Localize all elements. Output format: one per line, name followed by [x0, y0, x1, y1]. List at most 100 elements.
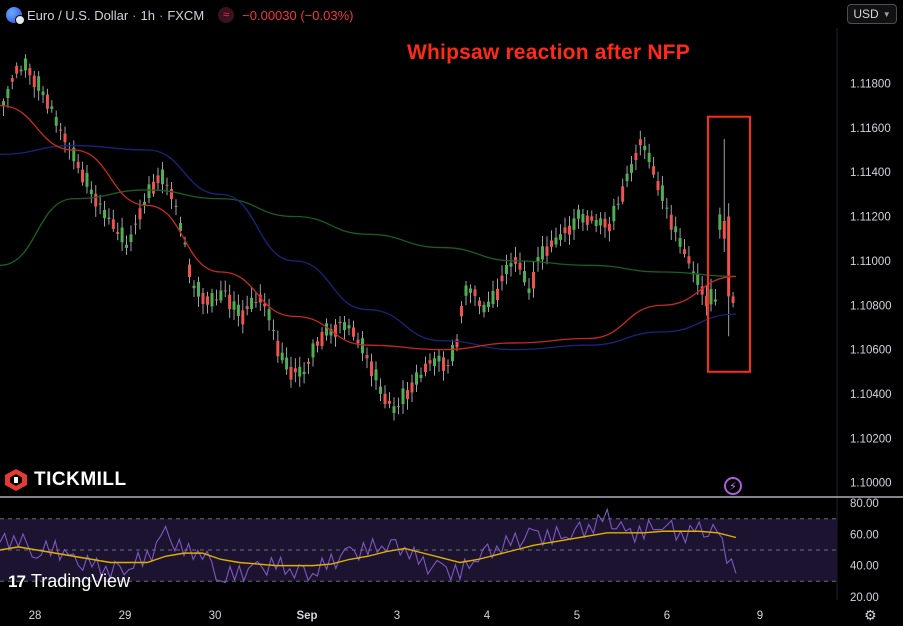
- candle-up: [103, 209, 107, 219]
- candle-up: [54, 117, 58, 126]
- candle-down: [10, 78, 14, 82]
- candle-up: [487, 301, 490, 308]
- moving-average-mid: [0, 144, 737, 351]
- candle-up: [505, 265, 508, 274]
- candle-up: [19, 69, 23, 72]
- candle-down: [545, 246, 549, 256]
- candle-up: [643, 145, 647, 151]
- time-tick-label: 4: [484, 610, 491, 622]
- candle-down: [568, 225, 571, 235]
- candles: [2, 54, 735, 421]
- candle-down: [223, 290, 227, 292]
- candle-down: [334, 324, 337, 337]
- time-tick-label: 3: [394, 610, 400, 622]
- candle-up: [415, 372, 418, 385]
- candle-down: [424, 363, 427, 373]
- candle-down: [138, 208, 142, 220]
- candle-down: [293, 368, 297, 373]
- wave-icon[interactable]: ≈: [218, 7, 235, 23]
- euro-flag-icon: [6, 7, 25, 25]
- candle-up: [469, 288, 472, 293]
- candle-down: [500, 275, 504, 282]
- candle-down: [652, 166, 656, 175]
- candle-up: [437, 355, 441, 362]
- candle-down: [188, 264, 191, 278]
- candle-down: [722, 220, 726, 239]
- symbol-header[interactable]: Euro / U.S. Dollar · 1h · FXCM ≈ −0.0003…: [6, 6, 353, 25]
- candle-down: [94, 193, 98, 207]
- candle-down: [215, 299, 218, 301]
- candle-up: [594, 220, 598, 226]
- candle-up: [37, 76, 41, 91]
- candle-down: [585, 215, 589, 225]
- candle-down: [683, 249, 686, 254]
- separator: ·: [132, 7, 137, 23]
- candle-down: [170, 188, 173, 199]
- price-tick-label: 1.10800: [850, 300, 892, 312]
- candle-up: [120, 227, 124, 243]
- candle-up: [210, 293, 214, 307]
- candle-up: [397, 406, 400, 408]
- flash-icon[interactable]: ⚡: [724, 477, 742, 495]
- moving-average-slow: [0, 189, 737, 278]
- candle-up: [192, 285, 196, 289]
- candle-up: [554, 237, 558, 245]
- candle-up: [536, 257, 540, 262]
- candle-up: [612, 205, 616, 222]
- candle-up: [572, 218, 576, 230]
- candle-up: [219, 290, 223, 301]
- candle-down: [496, 288, 499, 301]
- rsi-moving-average: [0, 530, 737, 567]
- exchange-label: FXCM: [167, 7, 205, 23]
- candle-up: [696, 273, 700, 285]
- candle-down: [370, 361, 373, 377]
- moving-average-fast: [0, 104, 737, 351]
- candle-up: [433, 358, 436, 367]
- candle-up: [599, 218, 603, 226]
- candle-up: [183, 242, 187, 245]
- candle-down: [289, 366, 293, 380]
- candle-up: [285, 357, 289, 370]
- currency-button[interactable]: USD ▼: [847, 4, 897, 24]
- candle-down: [656, 181, 660, 191]
- candle-up: [72, 147, 76, 162]
- candle-up: [6, 88, 10, 99]
- candle-down: [590, 216, 594, 221]
- watermark-text: TradingView: [30, 571, 130, 591]
- candle-up: [647, 152, 651, 163]
- candle-down: [634, 152, 638, 161]
- candle-up: [665, 207, 669, 209]
- rsi-line: [0, 507, 737, 584]
- candle-down: [383, 393, 387, 405]
- candle-down: [687, 256, 691, 264]
- gear-icon[interactable]: ⚙: [864, 607, 877, 623]
- candle-down: [731, 296, 735, 304]
- candle-down: [410, 382, 414, 393]
- candle-up: [577, 209, 580, 219]
- price-tick-label: 1.10600: [850, 345, 892, 357]
- chart-annotation: Whipsaw reaction after NFP: [407, 41, 690, 64]
- tradingview-watermark: 17 TradingView: [8, 571, 130, 592]
- candle-up: [298, 366, 302, 377]
- candle-up: [625, 173, 629, 182]
- candle-up: [50, 106, 54, 109]
- candle-up: [523, 271, 526, 283]
- tickmill-logo: TICKMILL: [4, 468, 127, 492]
- candle-up: [451, 345, 454, 362]
- tradingview-logo-icon: 17: [8, 571, 26, 591]
- candle-up: [125, 244, 128, 248]
- candle-down: [478, 300, 481, 307]
- candle-up: [98, 203, 102, 205]
- candle-down: [228, 294, 232, 310]
- candle-down: [63, 133, 67, 143]
- candle-down: [442, 357, 445, 371]
- candle-up: [250, 297, 254, 310]
- candle-up: [616, 203, 620, 205]
- candle-up: [674, 226, 678, 233]
- candle-down: [28, 68, 32, 76]
- candle-up: [143, 201, 146, 206]
- candle-up: [379, 386, 382, 394]
- candle-down: [563, 227, 567, 234]
